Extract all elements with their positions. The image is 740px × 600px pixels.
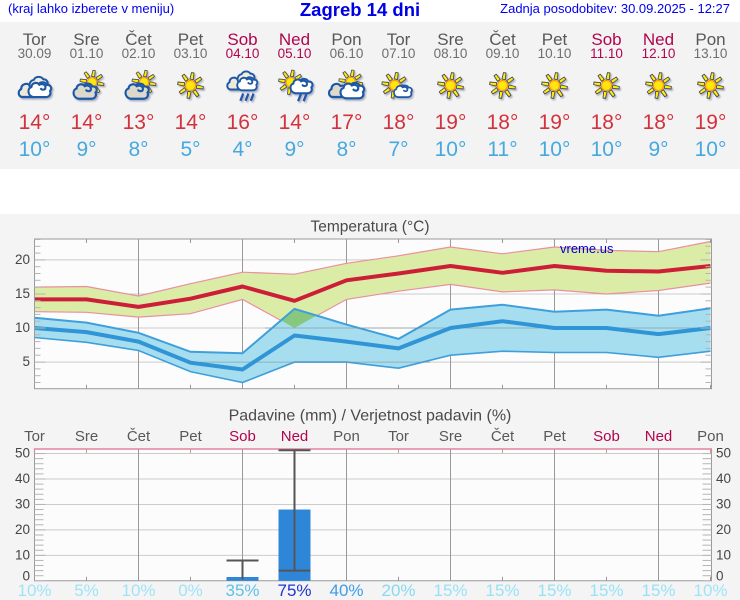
svg-text:5%: 5% bbox=[74, 581, 99, 600]
svg-text:15: 15 bbox=[15, 286, 30, 301]
svg-text:40: 40 bbox=[716, 471, 731, 486]
svg-text:10: 10 bbox=[15, 547, 30, 562]
svg-text:20%: 20% bbox=[381, 581, 415, 600]
svg-text:75%: 75% bbox=[277, 581, 311, 600]
svg-text:20: 20 bbox=[716, 522, 731, 537]
svg-text:10: 10 bbox=[716, 547, 731, 562]
svg-text:Sre: Sre bbox=[439, 428, 462, 445]
svg-text:15%: 15% bbox=[485, 581, 519, 600]
svg-text:vreme.us: vreme.us bbox=[560, 241, 614, 256]
svg-text:0: 0 bbox=[716, 569, 724, 584]
svg-text:35%: 35% bbox=[225, 581, 259, 600]
svg-text:Pet: Pet bbox=[543, 428, 566, 445]
svg-text:Tor: Tor bbox=[388, 428, 409, 445]
svg-text:30: 30 bbox=[716, 496, 731, 511]
svg-text:15%: 15% bbox=[537, 581, 571, 600]
svg-text:20: 20 bbox=[15, 252, 30, 267]
svg-text:10%: 10% bbox=[17, 581, 51, 600]
svg-text:40: 40 bbox=[15, 471, 30, 486]
svg-text:Sob: Sob bbox=[593, 428, 620, 445]
svg-text:0: 0 bbox=[22, 569, 30, 584]
svg-text:15%: 15% bbox=[589, 581, 623, 600]
svg-text:0%: 0% bbox=[178, 581, 203, 600]
svg-text:50: 50 bbox=[716, 446, 731, 461]
svg-text:Ned: Ned bbox=[281, 428, 309, 445]
svg-text:40%: 40% bbox=[329, 581, 363, 600]
svg-text:50: 50 bbox=[15, 446, 30, 461]
svg-text:Tor: Tor bbox=[24, 428, 45, 445]
svg-text:Čet: Čet bbox=[491, 428, 515, 445]
svg-text:Pon: Pon bbox=[333, 428, 360, 445]
svg-text:15%: 15% bbox=[641, 581, 675, 600]
svg-text:15%: 15% bbox=[433, 581, 467, 600]
svg-text:10%: 10% bbox=[121, 581, 155, 600]
svg-text:5: 5 bbox=[22, 354, 30, 369]
svg-text:10: 10 bbox=[15, 320, 30, 335]
svg-text:Čet: Čet bbox=[127, 428, 151, 445]
svg-text:Sob: Sob bbox=[229, 428, 256, 445]
svg-text:Padavine (mm) / Verjetnost pad: Padavine (mm) / Verjetnost padavin (%) bbox=[229, 408, 512, 425]
svg-text:Sre: Sre bbox=[75, 428, 98, 445]
svg-text:30: 30 bbox=[15, 496, 30, 511]
svg-text:Temperatura (°C): Temperatura (°C) bbox=[310, 219, 429, 236]
svg-text:10%: 10% bbox=[693, 581, 727, 600]
svg-text:Pon: Pon bbox=[697, 428, 724, 445]
svg-text:Ned: Ned bbox=[645, 428, 673, 445]
svg-text:Pet: Pet bbox=[179, 428, 202, 445]
svg-text:20: 20 bbox=[15, 522, 30, 537]
